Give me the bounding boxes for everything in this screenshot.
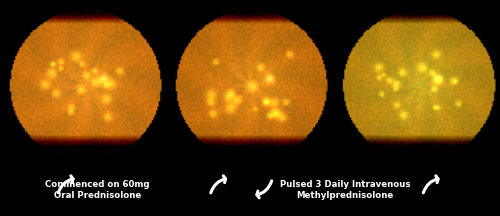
Text: Second Wave: Second Wave (193, 6, 282, 19)
Text: A: A (6, 6, 17, 21)
Text: C: C (340, 6, 350, 21)
Text: Third Wave: Third Wave (360, 6, 434, 19)
Text: Baseline Imaging: Baseline Imaging (26, 6, 140, 19)
Text: Commenced on 60mg
Oral Prednisolone: Commenced on 60mg Oral Prednisolone (45, 180, 150, 200)
Text: Pulsed 3 Daily Intravenous
Methylprednisolone: Pulsed 3 Daily Intravenous Methylprednis… (280, 180, 410, 200)
Text: B: B (173, 6, 184, 21)
